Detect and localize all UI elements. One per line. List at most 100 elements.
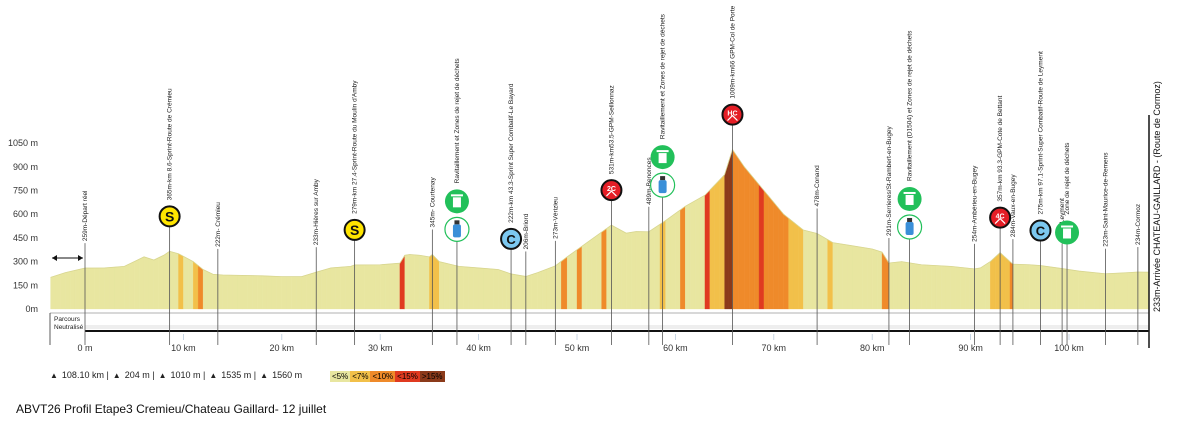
marker-label: Ravitaillement et Zones de rejet de déch… bbox=[660, 13, 667, 139]
stat-value: 108.10 km | bbox=[61, 370, 109, 380]
profile-segment bbox=[867, 247, 873, 310]
trash-icon bbox=[650, 145, 675, 170]
gradient-legend: <5% <7% <10% <15% >15% bbox=[330, 371, 445, 382]
profile-segment bbox=[1123, 272, 1129, 310]
profile-segment bbox=[999, 252, 1006, 310]
marker-label: 222m- Crémieu bbox=[215, 202, 222, 247]
bottle-body bbox=[658, 180, 667, 194]
x-tick-label: 70 km bbox=[762, 343, 787, 353]
profile-segment bbox=[468, 266, 474, 310]
profile-segment bbox=[724, 162, 729, 310]
profile-segment bbox=[950, 266, 956, 310]
profile-segment bbox=[960, 267, 966, 310]
profile-segment bbox=[212, 274, 218, 310]
profile-segment bbox=[876, 250, 883, 310]
profile-segment bbox=[537, 270, 543, 310]
profile-segment bbox=[247, 275, 253, 310]
x-tick-label: 0 m bbox=[77, 343, 92, 353]
stat-value: 1560 m bbox=[272, 370, 303, 380]
profile-segment bbox=[1132, 271, 1139, 310]
profile-segment bbox=[158, 255, 164, 310]
profile-segment bbox=[414, 254, 420, 310]
profile-segment bbox=[261, 275, 268, 310]
profile-segment bbox=[964, 267, 970, 310]
profile-segment bbox=[837, 243, 843, 310]
profile-segment bbox=[611, 224, 617, 310]
profile-segment bbox=[1051, 266, 1057, 310]
profile-segment bbox=[291, 276, 297, 310]
marker-label: 478m-Conand bbox=[814, 165, 821, 207]
profile-segment bbox=[1004, 256, 1011, 310]
profile-segment bbox=[444, 262, 450, 310]
profile-segment bbox=[586, 238, 592, 310]
profile-segment bbox=[510, 273, 517, 310]
profile-segment bbox=[448, 263, 455, 310]
climb-4C-icon: 4C bbox=[989, 206, 1012, 229]
neutral-label: Parcours bbox=[54, 316, 81, 323]
profile-segment bbox=[364, 264, 371, 310]
y-tick-label: 0m bbox=[25, 304, 38, 314]
profile-segment bbox=[65, 271, 71, 310]
profile-segment bbox=[783, 213, 789, 310]
profile-segment bbox=[311, 271, 317, 310]
marker-label: 275m-km 97.1-Sprint-Super Combatif-Route… bbox=[1037, 51, 1044, 214]
profile-segment bbox=[738, 157, 745, 310]
profile-segment bbox=[926, 264, 932, 310]
profile-segment bbox=[1143, 271, 1149, 310]
marker-label: Ravitaillement (D1504) et Zones de rejet… bbox=[907, 30, 914, 181]
profile-segment bbox=[340, 266, 346, 310]
profile-segment bbox=[188, 258, 194, 310]
marker: Zone de rejet de déchets bbox=[1064, 142, 1071, 345]
profile-segment bbox=[89, 267, 95, 310]
profile-segment bbox=[217, 274, 223, 310]
sprint-circle bbox=[158, 205, 181, 228]
profile-segment bbox=[281, 276, 287, 310]
max-altitude-icon: ▲ bbox=[158, 370, 167, 380]
profile-segment bbox=[803, 229, 809, 310]
profile-segment bbox=[788, 217, 794, 310]
profile-segment bbox=[399, 254, 405, 310]
profile-segment bbox=[1118, 272, 1124, 310]
profile-segment bbox=[1099, 273, 1106, 310]
bottle-body bbox=[452, 224, 461, 238]
profile-segment bbox=[335, 266, 341, 310]
profile-segment bbox=[419, 255, 425, 310]
profile-segment bbox=[502, 270, 507, 310]
marker: 489m-Benonces bbox=[646, 157, 653, 345]
legend-item: <5% bbox=[330, 371, 351, 382]
profile-segment bbox=[453, 264, 460, 310]
profile-segment bbox=[630, 231, 637, 310]
profile-segment bbox=[546, 267, 552, 310]
profile-segment bbox=[990, 256, 996, 310]
profile-segment bbox=[872, 248, 878, 310]
profile-segment bbox=[114, 266, 120, 310]
profile-segment bbox=[429, 254, 433, 310]
marker: 206m-Briord bbox=[523, 213, 530, 345]
profile-segment bbox=[409, 254, 415, 310]
marker: 357m-km 93.3-GPM-Cote de Bettant bbox=[997, 96, 1004, 345]
marker: 273m-Vérizieu bbox=[552, 197, 559, 345]
profile-segment bbox=[690, 200, 696, 310]
trash-lid bbox=[450, 194, 463, 197]
x-tick-label: 10 km bbox=[171, 343, 196, 353]
profile-segment bbox=[893, 261, 898, 310]
profile-outline bbox=[50, 148, 1149, 278]
profile-segment bbox=[296, 276, 302, 310]
climb-category: HC bbox=[727, 111, 737, 118]
marker: 1009m-km66 GPM-Col de Porte bbox=[729, 5, 736, 345]
profile-segment bbox=[601, 228, 607, 310]
marker-label: 489m-Benonces bbox=[646, 157, 653, 205]
combatif-icon: C bbox=[1029, 219, 1052, 242]
profile-segment bbox=[463, 266, 469, 310]
y-tick-label: 300 m bbox=[13, 257, 38, 267]
profile-segment bbox=[862, 247, 868, 310]
marker: 279m-km 27.4-Sprint-Route du Moulin d'Am… bbox=[352, 80, 359, 345]
marker-label: 357m-km 93.3-GPM-Cote de Bettant bbox=[997, 96, 1004, 202]
profile-segment bbox=[916, 263, 922, 310]
profile-segment bbox=[665, 216, 671, 310]
marker-label: 223m-Saint-Maurice-de-Remens bbox=[1102, 152, 1109, 247]
profile-segment bbox=[1073, 270, 1079, 310]
profile-segment bbox=[432, 254, 440, 310]
profile-segment bbox=[202, 269, 209, 310]
trash-lid bbox=[903, 191, 916, 194]
